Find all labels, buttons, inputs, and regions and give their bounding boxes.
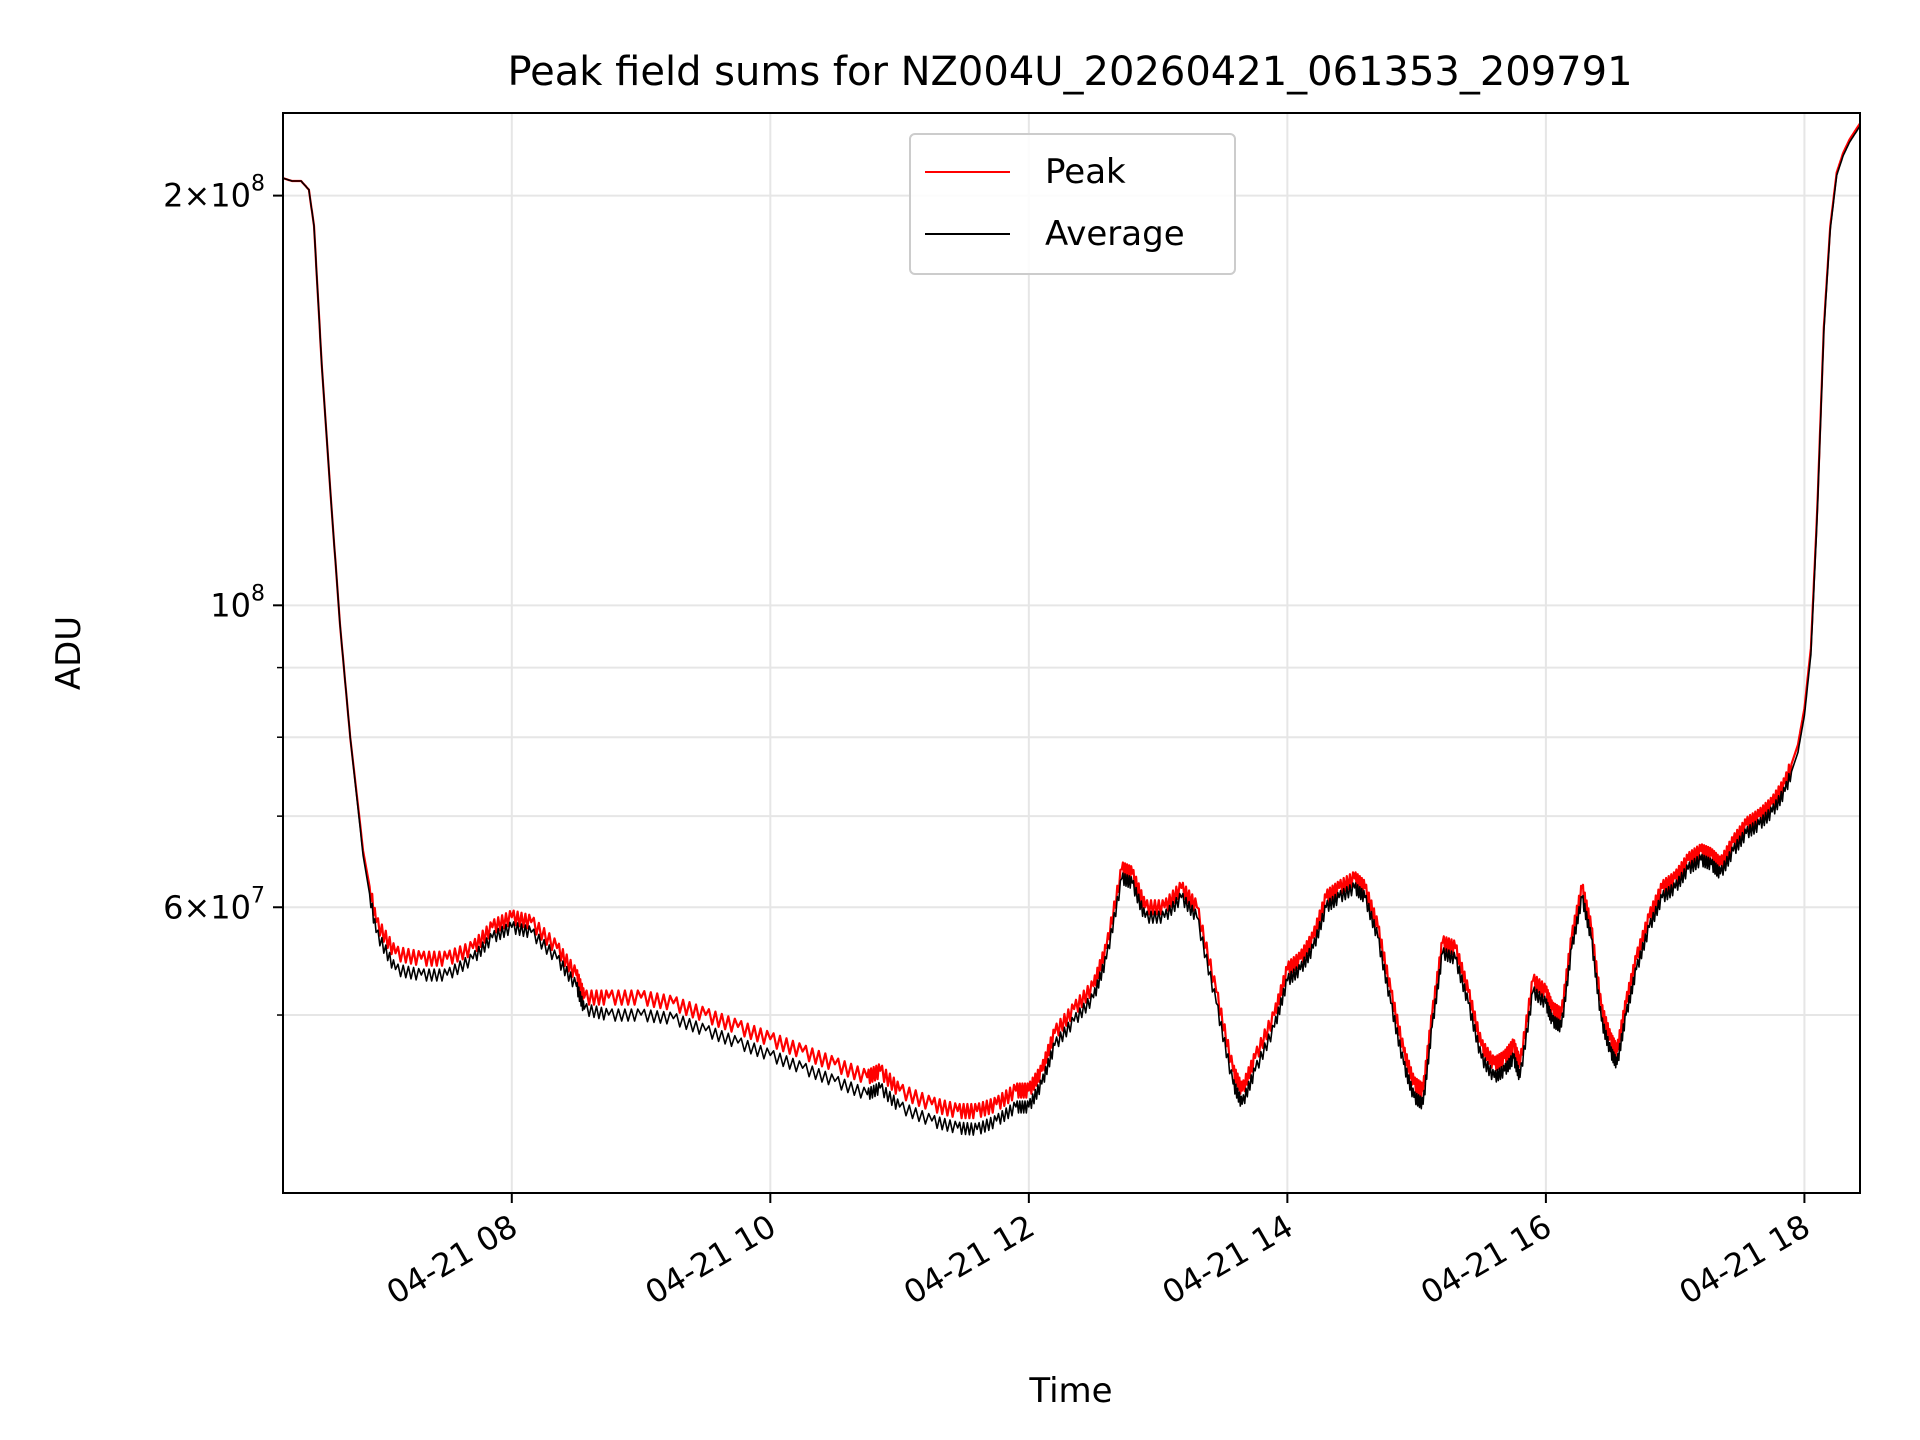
y-tick-label: 6×107 (163, 883, 265, 926)
series-layer (283, 122, 1860, 1136)
y-tick-label-exponent: 8 (251, 172, 265, 197)
series-line-peak (283, 122, 1860, 1120)
plot-frame (282, 112, 1861, 1194)
legend-label-average: Average (1045, 214, 1185, 254)
y-tick-label-base: 6×10 (163, 888, 251, 926)
series-line-average (283, 125, 1860, 1136)
y-tick-label: 2×108 (163, 172, 265, 215)
y-tick-label-exponent: 7 (251, 883, 265, 908)
y-tick-label-base: 2×10 (163, 177, 251, 215)
y-tick-label-exponent: 8 (251, 581, 265, 606)
chart-title: Peak field sums for NZ004U_20260421_0613… (507, 49, 1632, 95)
x-axis-label: Time (1028, 1371, 1112, 1411)
y-tick-label-base: 10 (210, 586, 251, 624)
y-tick-label: 108 (210, 581, 265, 624)
legend: Peak Average (909, 133, 1236, 275)
legend-box (909, 133, 1236, 275)
y-axis-label: ADU (49, 616, 89, 690)
legend-label-peak: Peak (1045, 152, 1126, 192)
